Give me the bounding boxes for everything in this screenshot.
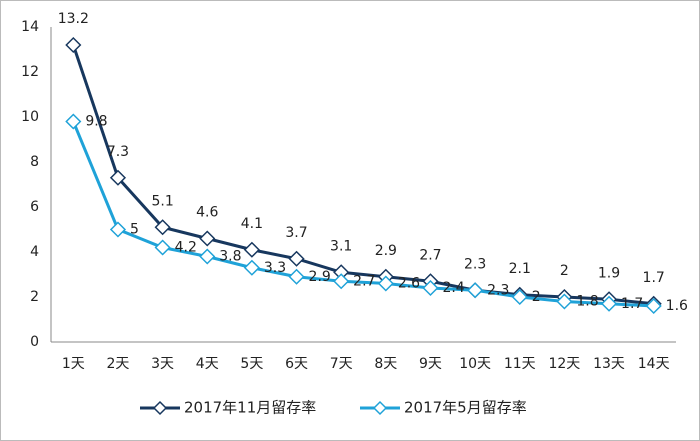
data-label: 3.3 [264,260,286,276]
point-marker [154,219,171,236]
x-tick-label: 5天 [240,356,263,372]
data-label: 5 [130,222,139,238]
data-label: 2.6 [398,276,420,292]
x-tick-label: 6天 [285,356,308,372]
point-marker [199,248,216,265]
y-tick-label: 12 [21,64,39,80]
x-tick-label: 8天 [374,356,397,372]
data-label: 9.8 [85,114,107,130]
legend-label: 2017年11月留存率 [184,399,316,417]
y-tick-label: 6 [30,199,39,215]
x-tick-label: 2天 [107,356,130,372]
data-label: 3.7 [285,225,307,241]
data-label: 7.3 [107,144,129,160]
data-label: 2.3 [464,256,486,272]
point-marker [600,295,618,312]
x-tick-label: 13天 [593,356,625,372]
point-marker [154,239,171,256]
data-label: 2 [560,263,569,279]
data-label: 4.1 [241,216,263,232]
point-marker [377,275,394,292]
data-label: 1.7 [643,270,665,286]
data-label: 1.6 [666,298,688,314]
series-line [71,120,654,308]
point-marker [511,288,528,306]
data-label: 2.1 [509,261,531,277]
data-label: 2.9 [309,269,331,285]
y-tick-label: 0 [30,334,39,350]
point-marker [288,250,305,267]
point-marker [333,273,350,290]
data-label: 1.8 [576,294,598,310]
point-marker [645,297,662,315]
data-label: 2.7 [353,273,375,289]
y-tick-label: 14 [21,19,39,35]
data-label: 4.6 [196,205,218,221]
data-label: 2.3 [487,282,509,298]
point-marker [243,259,260,276]
point-marker [199,230,216,247]
x-tick-label: 12天 [548,356,580,372]
point-marker [556,293,573,310]
y-tick-label: 10 [21,109,39,125]
point-marker [109,221,127,238]
x-tick-label: 14天 [638,356,670,372]
point-marker [65,113,82,130]
y-tick-label: 8 [30,154,39,170]
legend-marker [372,400,388,416]
data-label: 5.1 [151,193,173,209]
data-label: 13.2 [58,11,89,27]
data-label: 1.9 [598,265,620,281]
data-label: 4.2 [175,240,197,256]
data-label: 2.9 [375,243,397,259]
x-tick-label: 11天 [504,356,536,372]
data-label: 2 [532,289,541,305]
point-marker [65,36,82,54]
data-label: 3.8 [219,249,241,265]
x-tick-label: 7天 [330,356,353,372]
legend-marker [152,400,168,416]
point-marker [243,241,260,258]
point-marker [288,268,305,285]
data-label: 1.7 [621,296,643,312]
x-tick-label: 3天 [151,356,174,372]
data-label: 3.1 [330,238,352,254]
y-tick-label: 2 [30,289,39,305]
data-label: 2.7 [419,247,441,263]
point-marker [422,279,439,297]
x-tick-label: 10天 [459,356,491,372]
x-tick-label: 4天 [196,356,219,372]
y-tick-label: 4 [30,244,39,260]
point-marker [109,169,127,186]
x-tick-label: 1天 [62,356,85,372]
legend-label: 2017年5月留存率 [404,399,527,417]
data-label: 2.4 [442,280,464,296]
x-tick-label: 9天 [419,356,442,372]
point-marker [467,282,484,299]
